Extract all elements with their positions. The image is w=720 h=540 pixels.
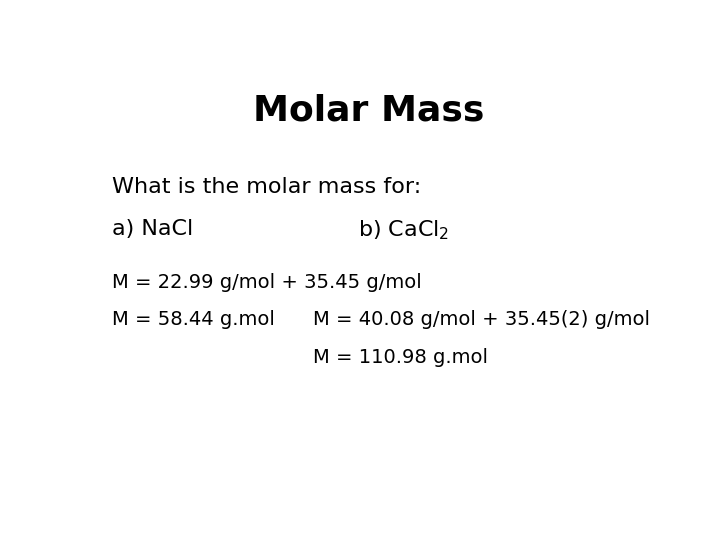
- Text: M = 58.44 g.mol: M = 58.44 g.mol: [112, 310, 275, 329]
- Text: a) NaCl: a) NaCl: [112, 219, 194, 239]
- Text: What is the molar mass for:: What is the molar mass for:: [112, 177, 422, 197]
- Text: M = 40.08 g/mol + 35.45(2) g/mol: M = 40.08 g/mol + 35.45(2) g/mol: [313, 310, 650, 329]
- Text: b) CaCl$_2$: b) CaCl$_2$: [358, 219, 449, 242]
- Text: Molar Mass: Molar Mass: [253, 94, 485, 128]
- Text: M = 110.98 g.mol: M = 110.98 g.mol: [313, 348, 488, 367]
- Text: M = 22.99 g/mol + 35.45 g/mol: M = 22.99 g/mol + 35.45 g/mol: [112, 273, 422, 292]
